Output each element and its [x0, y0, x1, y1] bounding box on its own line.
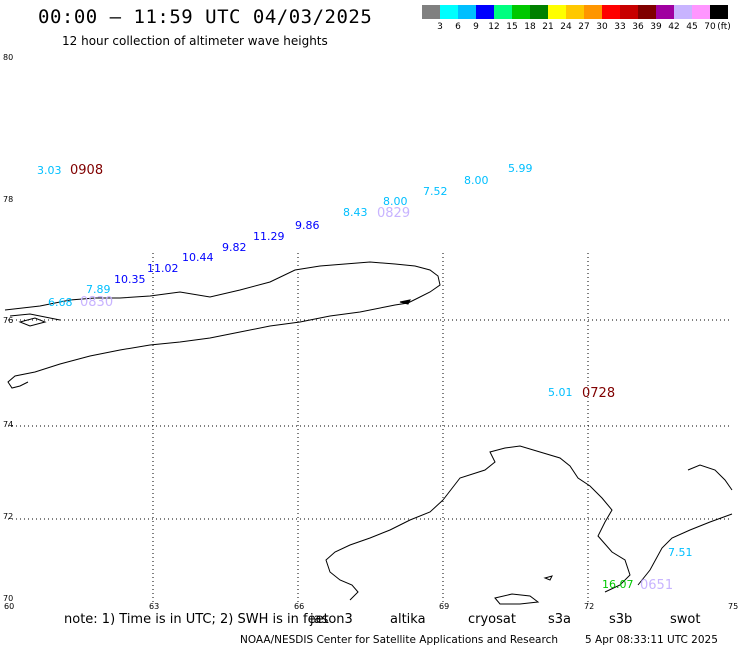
legend-tick-label: 15 — [506, 22, 518, 32]
legend-swatch — [584, 5, 602, 19]
swh-reading: 5.01 — [548, 386, 573, 399]
latitude-labels: 80 78 76 74 72 70 — [3, 53, 13, 603]
track-time-label: 0829 — [377, 206, 410, 221]
legend-swatch — [548, 5, 566, 19]
map-subtitle: 12 hour collection of altimeter wave hei… — [62, 34, 328, 48]
legend-tick-label: 30 — [596, 22, 608, 32]
swh-reading: 10.44 — [182, 251, 214, 264]
legend-tick-label: 36 — [632, 22, 644, 32]
swh-reading: 8.00 — [383, 195, 408, 208]
satellite-label-altika: altika — [390, 612, 426, 627]
swh-reading: 9.86 — [295, 219, 320, 232]
legend-swatch — [710, 5, 728, 19]
satellite-label-swot: swot — [670, 612, 701, 627]
legend-tick-label: 45 — [686, 22, 698, 32]
legend-tick-label: 3 — [437, 22, 443, 32]
legend-tick-label: 9 — [473, 22, 479, 32]
swh-reading: 10.35 — [114, 273, 146, 286]
track-time-label: 0651 — [640, 578, 673, 593]
legend-swatch — [566, 5, 584, 19]
swh-reading: 11.29 — [253, 230, 285, 243]
wave-height-readings: 3.03 0908 5.99 8.00 7.52 8.00 8.43 0829 … — [37, 162, 693, 593]
legend-swatch — [602, 5, 620, 19]
satellite-label-s3a: s3a — [548, 612, 572, 627]
swh-reading: 8.00 — [464, 174, 489, 187]
legend-swatch — [440, 5, 458, 19]
legend-tick-label: 27 — [578, 22, 590, 32]
lon-label-66: 66 — [294, 602, 304, 611]
lat-label-80: 80 — [3, 53, 13, 62]
legend-tick-label: 39 — [650, 22, 662, 32]
satellite-label-s3b: s3b — [609, 612, 633, 627]
islet-northwest — [18, 317, 47, 327]
legend-swatch — [638, 5, 656, 19]
legend-swatch — [476, 5, 494, 19]
legend-tick-label: 21 — [542, 22, 554, 32]
strait-island — [399, 299, 411, 305]
west-coast-peninsula — [325, 499, 444, 601]
gydan-coast — [637, 513, 733, 586]
swh-reading: 9.82 — [222, 241, 247, 254]
generated-timestamp: 5 Apr 08:33:11 UTC 2025 — [585, 634, 718, 646]
legend-tick-label: 70 — [704, 22, 716, 32]
lat-label-76: 76 — [3, 316, 13, 325]
south-islet-1 — [494, 593, 540, 605]
legend-swatch — [512, 5, 530, 19]
legend-tick-label: 18 — [524, 22, 536, 32]
lon-label-60: 60 — [4, 602, 14, 611]
legend-swatch — [494, 5, 512, 19]
swh-reading: 7.52 — [423, 185, 448, 198]
lon-label-63: 63 — [149, 602, 159, 611]
swh-reading: 8.43 — [343, 206, 368, 219]
longitude-labels: 60 63 66 69 72 75 — [4, 602, 738, 611]
legend-tick-label: 12 — [488, 22, 500, 32]
lat-label-74: 74 — [3, 420, 13, 429]
legend-tick-label: 24 — [560, 22, 572, 32]
legend-tick-label: 42 — [668, 22, 680, 32]
legend-swatch — [656, 5, 674, 19]
swh-reading: 16.07 — [602, 578, 634, 591]
track-time-label: 0908 — [70, 163, 103, 178]
lon-label-69: 69 — [439, 602, 449, 611]
lat-label-78: 78 — [3, 195, 13, 204]
legend-swatch — [422, 5, 440, 19]
swh-reading: 6.68 — [48, 296, 73, 309]
legend-tick-label: 6 — [455, 22, 461, 32]
legend-unit-label: (ft) — [717, 22, 731, 32]
map-title: 00:00 – 11:59 UTC 04/03/2025 — [38, 6, 373, 28]
lon-label-75: 75 — [728, 602, 738, 611]
swh-reading: 7.89 — [86, 283, 111, 296]
legend-swatch — [620, 5, 638, 19]
coastline — [4, 261, 733, 605]
legend-swatch — [458, 5, 476, 19]
swh-reading: 7.51 — [668, 546, 693, 559]
swh-reading: 11.02 — [147, 262, 179, 275]
satellite-label-cryosat: cryosat — [468, 612, 516, 627]
legend-swatch — [692, 5, 710, 19]
legend-swatch — [530, 5, 548, 19]
swh-reading: 3.03 — [37, 164, 62, 177]
satellite-label-jason3: jason3 — [310, 612, 353, 627]
legend-tick-label: 33 — [614, 22, 626, 32]
track-time-label: 0830 — [80, 295, 113, 310]
lat-lon-grid — [8, 253, 732, 603]
track-time-label: 0728 — [582, 386, 615, 401]
yamal-coast — [442, 445, 631, 593]
swh-reading: 5.99 — [508, 162, 533, 175]
novaya-zemlya-inner-coast — [9, 313, 61, 321]
novaya-zemlya-north-coast — [4, 261, 441, 389]
lon-label-72: 72 — [584, 602, 594, 611]
south-islet-2 — [543, 575, 553, 581]
east-islet — [687, 464, 733, 491]
footer-note: note: 1) Time is in UTC; 2) SWH is in fe… — [64, 612, 329, 627]
legend-swatch — [674, 5, 692, 19]
credit-line: NOAA/NESDIS Center for Satellite Applica… — [240, 634, 558, 646]
lat-label-70: 70 — [3, 594, 13, 603]
lat-label-72: 72 — [3, 512, 13, 521]
